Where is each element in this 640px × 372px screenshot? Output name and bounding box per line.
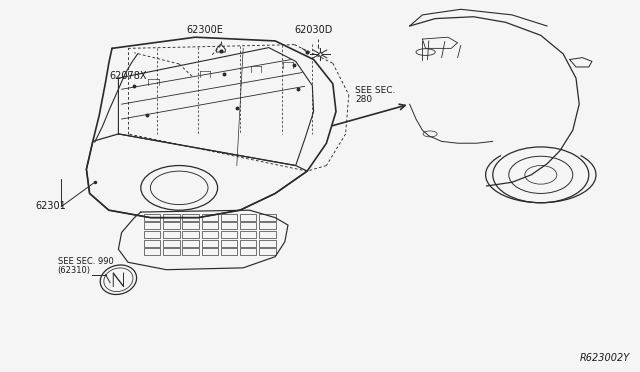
Text: SEE SEC. 990: SEE SEC. 990 (58, 257, 113, 266)
Text: 62300E: 62300E (186, 25, 223, 35)
Text: 62078X: 62078X (109, 71, 147, 81)
Text: 280: 280 (355, 95, 372, 104)
Text: 62301: 62301 (35, 202, 66, 211)
Text: SEE SEC.: SEE SEC. (355, 86, 396, 95)
Text: R623002Y: R623002Y (580, 353, 630, 363)
Text: (62310): (62310) (58, 266, 91, 275)
Text: 62030D: 62030D (294, 25, 333, 35)
